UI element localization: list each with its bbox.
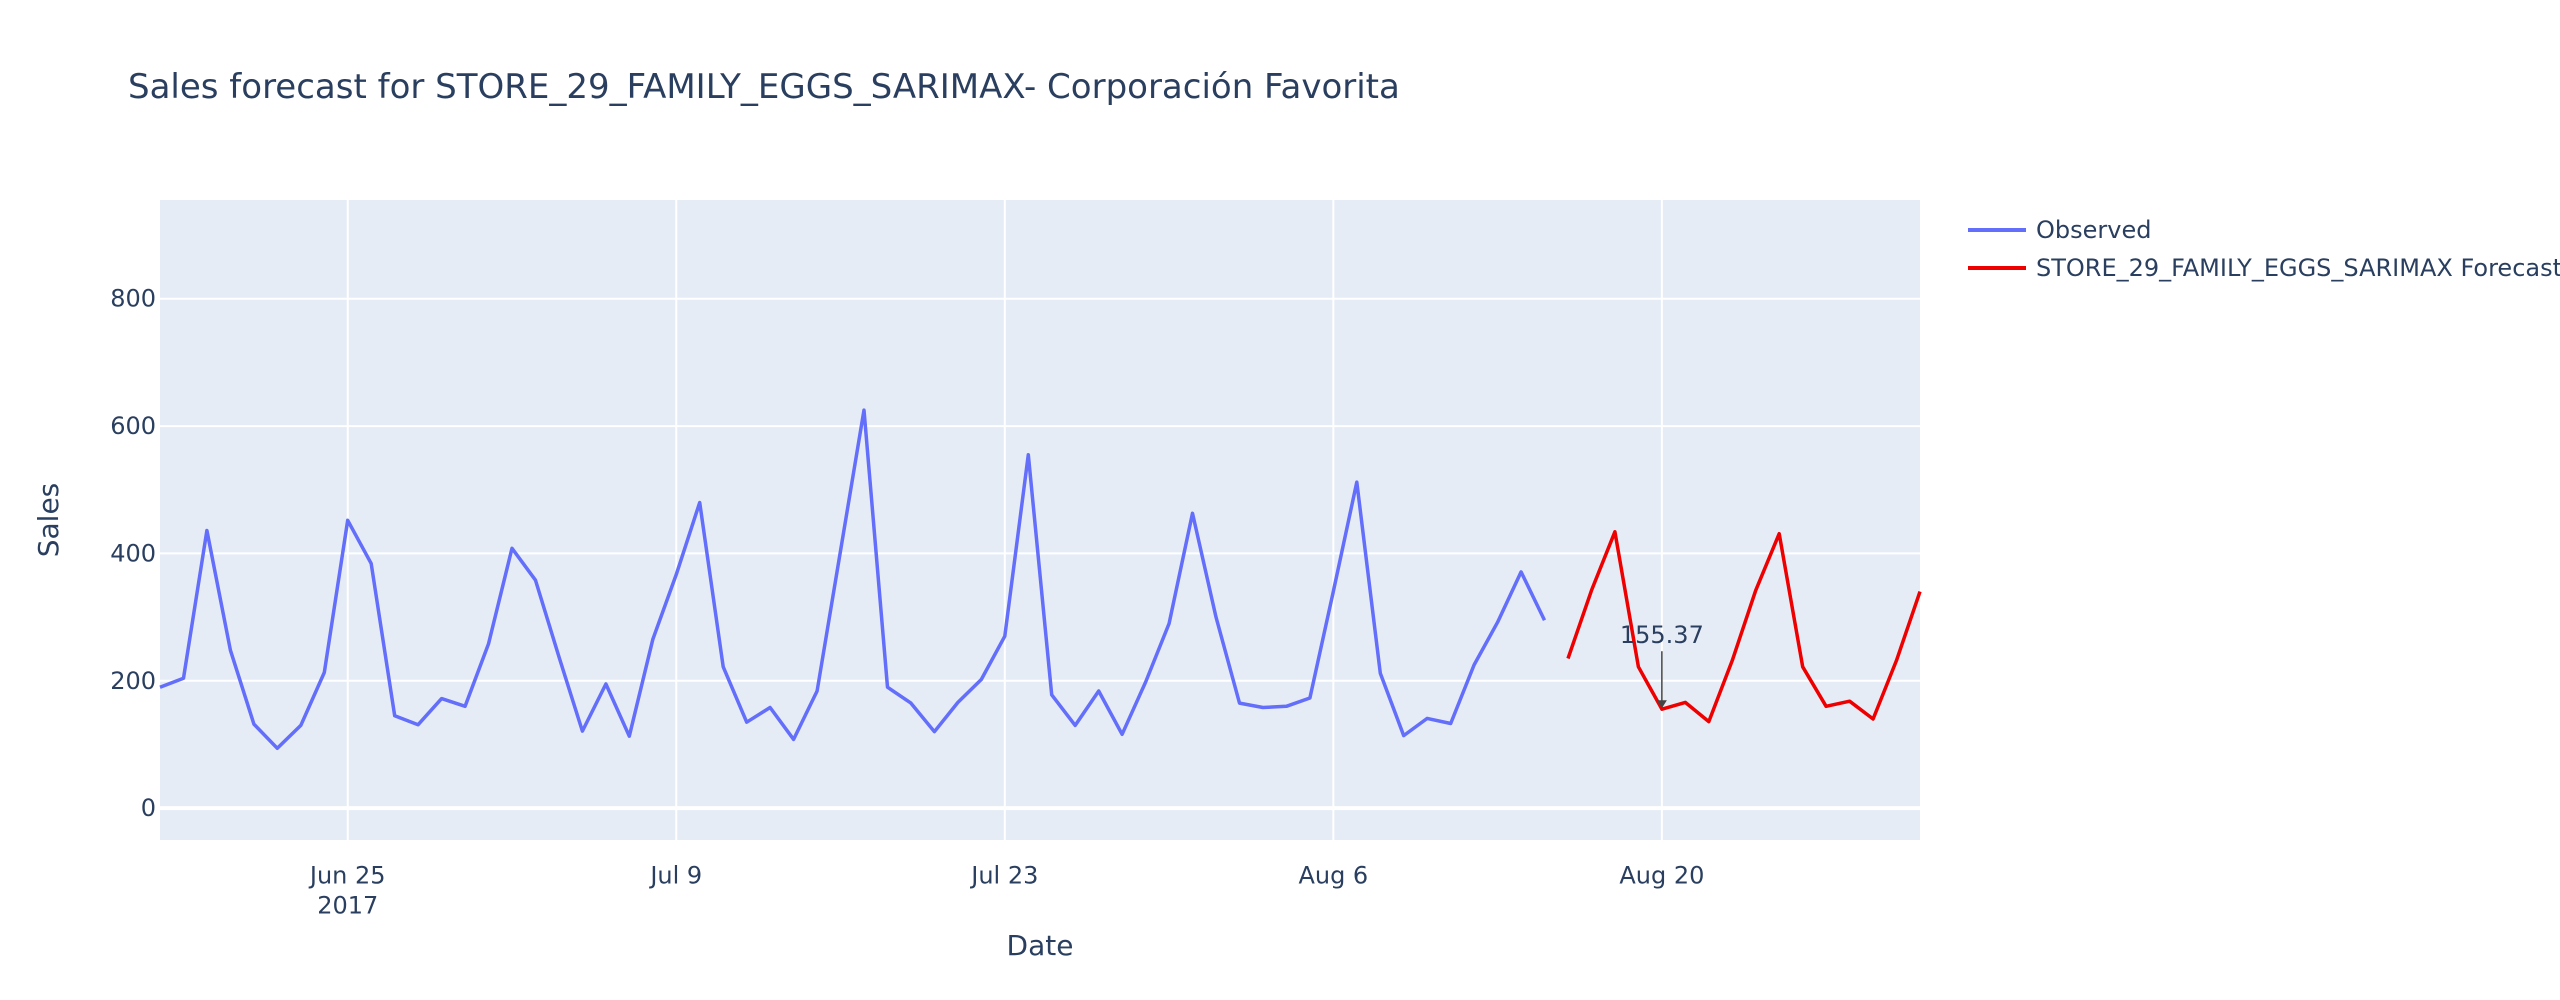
legend-item[interactable]: STORE_29_FAMILY_EGGS_SARIMAX Forecast [1968,254,2560,282]
x-tick-label: Jun 25 [308,862,386,890]
x-tick-label: Aug 6 [1298,862,1368,890]
series-line-observed[interactable] [159,408,1547,751]
y-axis-ticks: 0 200 400 600 800 [110,285,156,822]
y-tick-label: 200 [110,667,156,695]
x-tick-label: Jul 23 [969,862,1038,890]
plot-area[interactable] [160,200,1920,840]
legend-item[interactable]: Observed [1968,216,2151,244]
legend: Observed STORE_29_FAMILY_EGGS_SARIMAX For… [1968,216,2560,282]
grid-lines [160,200,1920,840]
series-line-forecast[interactable] [1566,530,1922,724]
y-tick-label: 0 [141,794,156,822]
y-axis-title: Sales [32,483,65,558]
y-tick-label: 600 [110,412,156,440]
x-axis-title: Date [1007,929,1074,962]
annotation-label: 155.37 [1620,621,1704,649]
legend-label: STORE_29_FAMILY_EGGS_SARIMAX Forecast [2036,254,2560,282]
y-tick-label: 400 [110,539,156,567]
y-tick-label: 800 [110,285,156,313]
x-tick-label: Aug 20 [1619,862,1704,890]
x-tick-label: Jul 9 [648,862,702,890]
chart-title: Sales forecast for STORE_29_FAMILY_EGGS_… [128,67,1400,107]
legend-label: Observed [2036,216,2151,244]
x-tick-year-label: 2017 [317,892,378,920]
annotation-layer: 155.37 [1620,621,1704,709]
series-layer [159,408,1922,751]
annotation-arrowhead [1656,700,1667,709]
